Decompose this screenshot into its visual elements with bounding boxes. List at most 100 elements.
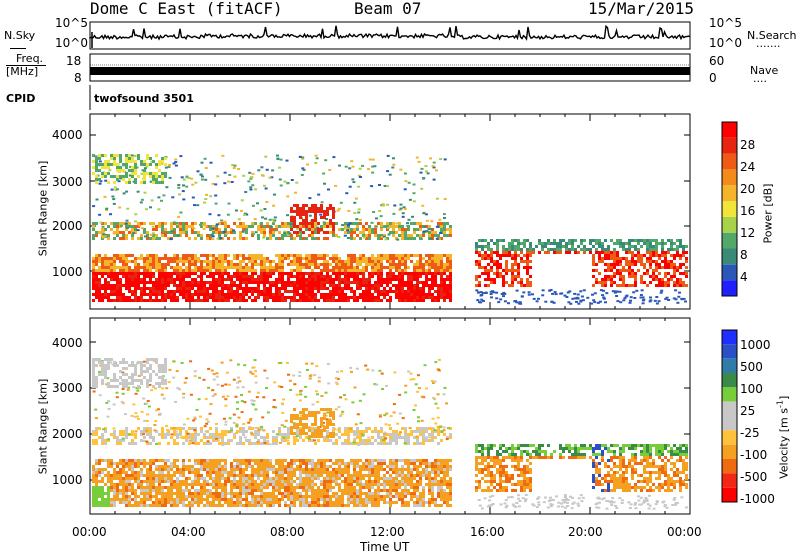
velocity-data-cell — [206, 474, 209, 477]
power-data-cell — [374, 299, 377, 302]
power-data-cell — [276, 154, 279, 157]
power-data-cell — [332, 260, 335, 263]
power-data-cell — [398, 293, 401, 296]
velocity-data-cell — [146, 474, 149, 477]
power-data-cell — [314, 296, 317, 299]
power-data-cell — [407, 296, 410, 299]
power-data-cell — [239, 237, 242, 240]
power-data-cell — [272, 293, 275, 296]
power-data-cell — [338, 284, 341, 287]
velocity-data-cell — [353, 471, 356, 474]
power-data-cell — [365, 222, 368, 225]
power-data-cell — [320, 269, 323, 272]
power-data-cell — [377, 237, 380, 240]
power-data-cell — [362, 278, 365, 281]
power-data-cell — [359, 269, 362, 272]
velocity-data-cell — [167, 480, 170, 483]
power-data-cell — [329, 278, 332, 281]
power-data-cell — [164, 175, 167, 178]
power-data-cell — [98, 178, 101, 181]
power-data-cell — [125, 172, 128, 175]
power-data-cell — [299, 222, 302, 225]
power-data-cell — [320, 278, 323, 281]
velocity-data-cell — [215, 489, 218, 492]
velocity-data-cell — [311, 495, 314, 498]
power-data-cell — [146, 154, 149, 157]
power-data-cell — [439, 232, 443, 234]
power-data-cell — [401, 237, 404, 240]
velocity-data-cell — [296, 483, 299, 486]
power-data-cell — [269, 260, 272, 263]
power-data-cell — [257, 278, 260, 281]
power-data-cell — [670, 245, 673, 248]
power-data-cell — [125, 263, 128, 266]
power-data-cell — [287, 281, 290, 284]
power-data-cell — [161, 287, 164, 290]
power-data-cell — [146, 172, 149, 175]
power-data-cell — [227, 293, 230, 296]
velocity-data-cell — [311, 459, 314, 462]
power-data-cell — [237, 218, 241, 221]
power-data-cell — [422, 212, 426, 215]
power-data-cell — [365, 278, 368, 281]
velocity-data-cell — [374, 465, 377, 468]
power-data-cell — [425, 296, 428, 299]
velocity-data-cell — [257, 462, 260, 465]
power-data-cell — [419, 287, 422, 290]
velocity-data-cell — [164, 468, 167, 471]
power-data-cell — [223, 171, 227, 174]
power-data-cell — [667, 239, 670, 242]
velocity-data-cell — [209, 465, 212, 468]
velocity-data-cell — [299, 468, 302, 471]
power-data-cell — [404, 263, 407, 266]
power-data-cell — [634, 254, 637, 257]
power-data-cell — [549, 289, 553, 291]
velocity-data-cell — [152, 462, 155, 465]
power-data-cell — [224, 278, 227, 281]
power-data-cell — [562, 239, 565, 242]
power-data-cell — [604, 254, 607, 257]
power-data-cell — [143, 257, 146, 260]
xaxis-label: Time UT — [360, 540, 410, 554]
power-data-cell — [314, 266, 317, 269]
power-data-cell — [98, 290, 101, 293]
velocity-data-cell — [119, 471, 122, 474]
power-data-cell — [646, 239, 649, 242]
power-data-cell — [431, 234, 434, 237]
power-data-cell — [149, 272, 152, 275]
power-data-cell — [591, 293, 594, 296]
power-data-cell — [355, 218, 359, 221]
power-data-cell — [179, 231, 182, 234]
velocity-data-cell — [332, 480, 335, 483]
power-data-cell — [493, 281, 496, 284]
power-data-cell — [622, 299, 626, 302]
power-data-cell — [155, 290, 158, 293]
velocity-data-cell — [92, 477, 95, 480]
power-data-cell — [263, 293, 266, 296]
power-data-cell — [410, 290, 413, 293]
power-data-cell — [499, 257, 502, 260]
power-data-cell — [125, 299, 128, 302]
power-data-cell — [211, 235, 215, 238]
velocity-data-cell — [368, 477, 371, 480]
velocity-data-cell — [140, 492, 143, 495]
velocity-data-cell — [374, 459, 377, 462]
velocity-data-cell — [251, 483, 254, 486]
velocity-data-cell — [371, 486, 374, 489]
velocity-data-cell — [383, 462, 386, 465]
power-data-cell — [152, 257, 155, 260]
power-data-cell — [263, 269, 266, 272]
power-data-cell — [368, 263, 371, 266]
power-data-cell — [128, 266, 131, 269]
velocity-data-cell — [335, 498, 338, 501]
power-data-cell — [168, 176, 172, 179]
power-data-cell — [446, 293, 449, 296]
power-data-cell — [122, 272, 125, 275]
velocity-data-cell — [122, 477, 125, 480]
power-data-cell — [266, 260, 269, 263]
velocity-data-cell — [404, 492, 407, 495]
power-data-cell — [211, 238, 215, 241]
power-data-cell — [368, 228, 371, 231]
power-data-cell — [140, 278, 143, 281]
power-data-cell — [619, 239, 622, 242]
